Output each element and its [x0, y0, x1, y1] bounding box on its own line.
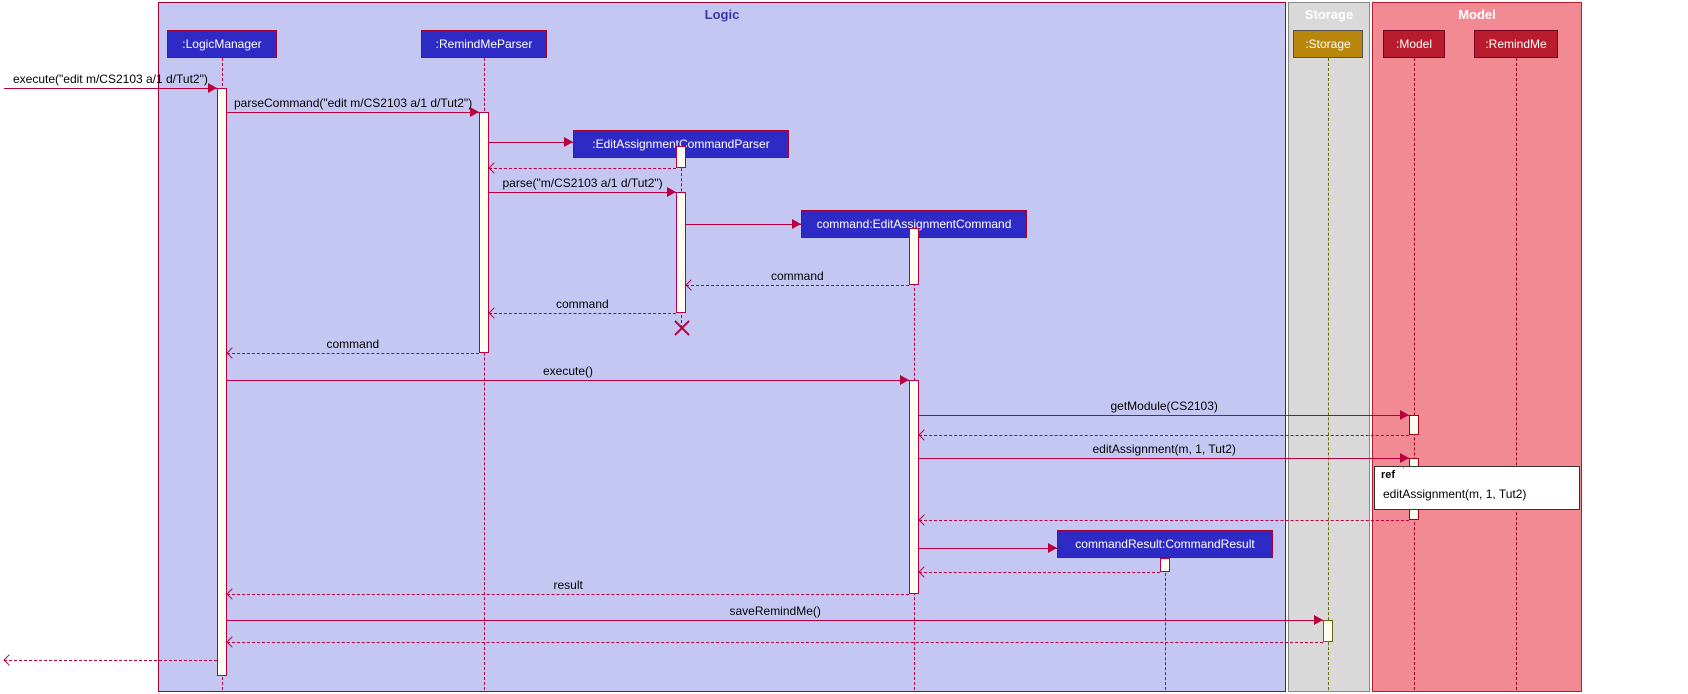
- message-label: getModule(CS2103): [1111, 399, 1218, 413]
- message-arrow: [686, 285, 909, 286]
- ref-frame: refeditAssignment(m, 1, Tut2): [1374, 466, 1580, 510]
- activation-bar: [479, 112, 489, 353]
- message-arrow: [227, 620, 1323, 621]
- activation-bar: [217, 88, 227, 676]
- region: Model: [1372, 2, 1582, 692]
- message-arrow: [227, 112, 479, 113]
- region: Storage: [1288, 2, 1370, 692]
- activation-bar: [1160, 558, 1170, 572]
- message-arrow: [686, 224, 801, 225]
- message-arrow: [919, 458, 1409, 459]
- message-arrow: [919, 520, 1409, 521]
- activation-bar: [909, 228, 919, 285]
- message-arrow: [919, 572, 1160, 573]
- message-arrow: [227, 642, 1323, 643]
- lifeline: [1516, 58, 1517, 690]
- message-arrow: [4, 660, 217, 661]
- message-arrow: [919, 435, 1409, 436]
- message-arrow: [227, 380, 909, 381]
- activation-bar: [676, 146, 686, 168]
- message-label: result: [554, 578, 583, 592]
- message-label: command: [556, 297, 609, 311]
- ref-text: editAssignment(m, 1, Tut2): [1375, 467, 1579, 507]
- region-title: Model: [1373, 3, 1581, 26]
- message-label: execute(): [543, 364, 593, 378]
- region-title: Storage: [1289, 3, 1369, 26]
- activation-bar: [909, 380, 919, 594]
- message-label: execute("edit m/CS2103 a/1 d/Tut2"): [13, 72, 208, 86]
- message-label: parseCommand("edit m/CS2103 a/1 d/Tut2"): [234, 96, 472, 110]
- participant-box: :RemindMe: [1474, 30, 1558, 58]
- participant-box: commandResult:CommandResult: [1057, 530, 1273, 558]
- lifeline: [1165, 558, 1166, 690]
- message-label: parse("m/CS2103 a/1 d/Tut2"): [503, 176, 663, 190]
- message-label: editAssignment(m, 1, Tut2): [1093, 442, 1236, 456]
- activation-bar: [1323, 620, 1333, 642]
- activation-bar: [1409, 415, 1419, 435]
- participant-box: :RemindMeParser: [421, 30, 547, 58]
- message-arrow: [489, 142, 573, 143]
- message-arrow: [489, 192, 676, 193]
- lifeline: [1328, 58, 1329, 690]
- lifeline: [1414, 58, 1415, 690]
- message-label: command: [327, 337, 380, 351]
- destroy-icon: [673, 320, 689, 336]
- participant-box: :Model: [1383, 30, 1445, 58]
- message-arrow: [4, 88, 217, 89]
- message-arrow: [919, 548, 1057, 549]
- message-label: saveRemindMe(): [730, 604, 821, 618]
- participant-box: :Storage: [1293, 30, 1363, 58]
- region-title: Logic: [159, 3, 1285, 26]
- message-label: command: [771, 269, 824, 283]
- message-arrow: [919, 415, 1409, 416]
- participant-box: :LogicManager: [167, 30, 277, 58]
- message-arrow: [489, 168, 676, 169]
- message-arrow: [227, 353, 479, 354]
- message-arrow: [227, 594, 909, 595]
- activation-bar: [676, 192, 686, 313]
- message-arrow: [489, 313, 676, 314]
